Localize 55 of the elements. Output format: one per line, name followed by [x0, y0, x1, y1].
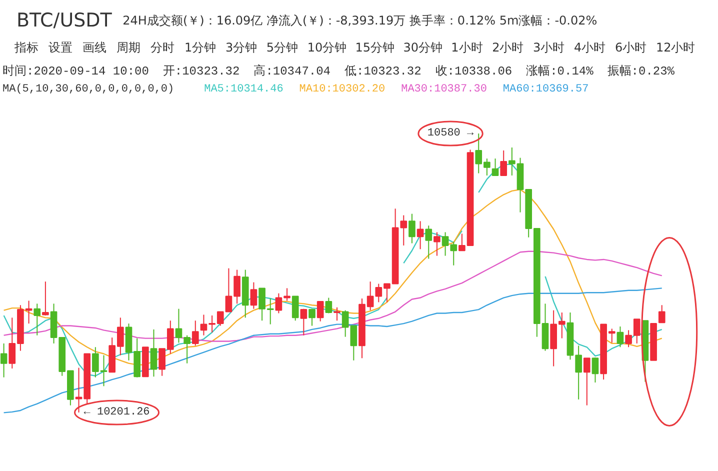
candlestick	[416, 220, 424, 250]
chart-subtitle: 24H成交额(￥)：16.09亿 净流入(￥)：-8,393.19万 换手率：0.12% 5m涨幅：-0.02%	[122, 14, 598, 28]
text: 3小时	[533, 40, 565, 54]
candlestick	[658, 304, 666, 324]
text: 12小时	[656, 40, 696, 54]
candlestick	[192, 320, 199, 346]
candlestick	[316, 300, 324, 322]
text: 振幅:0.23%	[607, 64, 676, 78]
text: 10分钟	[307, 40, 347, 54]
text: 设置	[48, 40, 72, 54]
text: 6小时	[614, 40, 647, 54]
annotation: ← 10201.26	[84, 406, 150, 418]
text: 高:10347.04	[254, 64, 331, 78]
candlestick	[0, 342, 8, 378]
candlestick	[292, 296, 299, 322]
candlestick	[592, 356, 599, 383]
candlestick	[616, 326, 624, 348]
candlestick	[300, 308, 308, 336]
candlestick	[500, 150, 508, 176]
text: 4小时	[574, 40, 606, 54]
text: 收:10338.06	[435, 64, 512, 78]
candlestick	[434, 232, 440, 256]
text: 指标	[14, 40, 38, 54]
candlestick	[334, 306, 340, 322]
text: 分时	[150, 40, 174, 54]
candlestick	[492, 158, 499, 176]
text: MA10:10302.20	[299, 84, 386, 96]
candlestick	[408, 213, 416, 244]
text: MA(5,10,30,60,0,0,0,0,0,0)	[2, 84, 174, 96]
text: 1小时	[451, 40, 483, 54]
candlestick	[583, 358, 590, 406]
text: 画线	[82, 40, 106, 54]
candlestick	[325, 297, 332, 314]
text: 30分钟	[403, 40, 442, 54]
text: 低:10323.32	[344, 64, 422, 78]
candlestick	[42, 281, 49, 316]
chart-title: BTC/USDT	[16, 10, 112, 32]
text: 时间:2020-09-14 10:00	[2, 64, 149, 78]
text: MA60:10369.57	[502, 84, 589, 96]
text: 2小时	[492, 40, 524, 54]
text: MA30:10387.30	[401, 84, 487, 96]
text: 5分钟	[266, 40, 298, 54]
candlestick	[34, 303, 41, 336]
candlestick	[425, 225, 432, 260]
candlestick	[250, 282, 258, 310]
text: MA5:10314.46	[204, 84, 284, 96]
text: 涨幅:0.14%	[526, 64, 594, 78]
text: 3分钟	[225, 40, 258, 54]
annotation: 10580 →	[427, 128, 474, 140]
text: 1分钟	[184, 40, 216, 54]
text: 周期	[116, 40, 140, 54]
candlestick	[308, 308, 316, 326]
text: 15分钟	[355, 40, 395, 54]
candlestick	[150, 328, 158, 378]
text: 开:10323.32	[162, 64, 240, 78]
